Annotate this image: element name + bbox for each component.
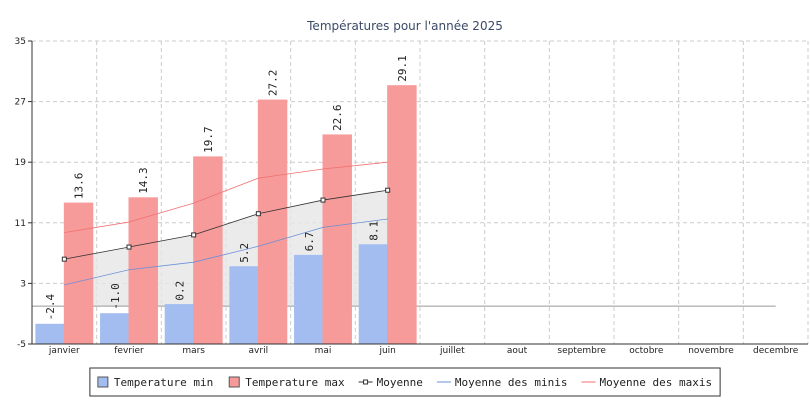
x-tick-label: octobre [629, 346, 664, 356]
chart-title: Températures pour l'année 2025 [306, 19, 503, 33]
y-tick-label: -5 [17, 340, 26, 350]
x-tick-label: mai [315, 346, 332, 356]
legend-swatch [228, 376, 240, 388]
bar [128, 197, 158, 345]
legend-swatch [97, 376, 109, 388]
y-tick-label: 11 [15, 219, 26, 229]
x-tick-label: novembre [688, 346, 734, 356]
value-label: 22.6 [331, 104, 344, 131]
x-tick-label: septembre [557, 346, 606, 356]
bar [358, 244, 389, 345]
x-tick-label: juillet [439, 346, 465, 356]
legend-label: Moyenne des minis [455, 376, 568, 389]
bar [322, 134, 352, 345]
y-tick-label: 27 [15, 98, 26, 108]
marker [61, 256, 67, 262]
marker [255, 211, 261, 217]
bar [294, 254, 324, 345]
value-label: 6.7 [303, 231, 316, 251]
marker [191, 232, 197, 238]
x-tick-label: janvier [48, 346, 80, 356]
value-label: 8.1 [367, 221, 380, 241]
legend-box [89, 367, 721, 397]
x-tick-label: avril [249, 346, 269, 356]
x-tick-label: aout [507, 346, 528, 356]
value-label: 0.2 [173, 281, 186, 301]
x-tick-label: juin [378, 346, 395, 356]
value-label: -1.0 [109, 283, 122, 310]
line [64, 161, 388, 234]
legend: Temperature min Temperature max Moyenne Moy… [97, 376, 713, 389]
x-tick-label: fevrier [114, 346, 144, 356]
value-label: 19.7 [202, 126, 215, 153]
bar [164, 304, 195, 345]
value-label: 14.3 [137, 167, 150, 194]
bar [35, 323, 65, 345]
line [64, 189, 388, 260]
legend-marker [363, 379, 369, 385]
bar [257, 99, 288, 345]
legend-label: Moyenne [377, 376, 423, 389]
value-label: 13.6 [73, 173, 86, 200]
bar [387, 85, 417, 345]
y-tick-label: 35 [15, 37, 26, 47]
legend-label: Temperature min [114, 376, 213, 389]
bar [63, 202, 94, 345]
marker [320, 197, 326, 203]
x-tick-label: decembre [753, 346, 799, 356]
value-label: -2.4 [44, 293, 57, 320]
y-tick-label: 3 [20, 279, 26, 289]
value-label: 29.1 [396, 55, 409, 82]
legend-label: Moyenne des maxis [600, 376, 713, 389]
value-label: 27.2 [267, 70, 280, 97]
line [64, 218, 388, 286]
bar [100, 313, 130, 345]
value-label: 5.2 [238, 243, 251, 263]
marker [126, 244, 132, 250]
marker [385, 187, 391, 193]
x-tick-label: mars [182, 346, 205, 356]
bar [229, 266, 259, 345]
bar [193, 156, 223, 345]
legend-label: Temperature max [245, 376, 345, 389]
y-tick-label: 19 [15, 158, 27, 168]
